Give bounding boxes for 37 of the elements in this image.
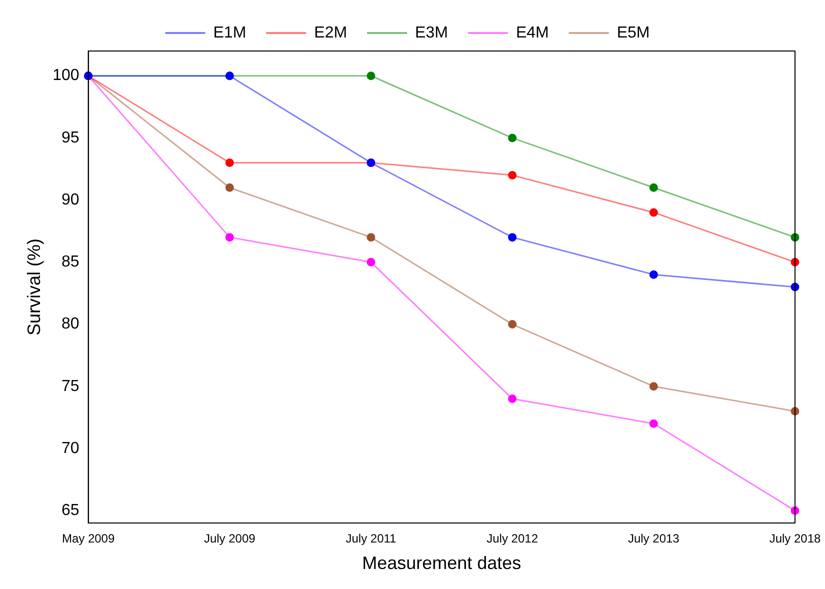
point — [225, 233, 234, 242]
point — [508, 134, 517, 142]
point — [649, 382, 658, 391]
y-tick-label: 70 — [62, 440, 80, 457]
y-tick-label: 80 — [62, 316, 80, 333]
point — [649, 419, 658, 428]
point — [225, 183, 234, 192]
y-tick-label: 65 — [62, 502, 80, 519]
x-tick-label: July 2018 — [769, 532, 822, 546]
y-tick-label: 85 — [62, 254, 80, 271]
legend-label: E2M — [314, 24, 348, 42]
legend-label: E4M — [516, 24, 549, 42]
point — [225, 158, 234, 168]
y-tick-label: 100 — [52, 67, 80, 84]
point — [508, 320, 517, 329]
point — [649, 208, 658, 217]
x-tick-label: July 2009 — [204, 532, 256, 546]
x-tick-label: May 2009 — [62, 532, 115, 546]
x-tick-label: July 2012 — [486, 532, 538, 546]
x-tick-label: July 2011 — [346, 532, 397, 546]
y-tick-label: 95 — [62, 129, 80, 146]
point — [508, 394, 517, 404]
x-tick-label: July 2013 — [628, 532, 680, 546]
x-axis-title: Measurement dates — [362, 553, 522, 574]
point — [366, 233, 376, 242]
y-axis-title: Survival (%) — [24, 238, 44, 336]
point — [508, 170, 517, 180]
point — [508, 233, 517, 242]
point — [649, 270, 658, 279]
point — [366, 258, 376, 266]
y-tick-label: 75 — [62, 378, 80, 395]
y-tick-label: 90 — [62, 191, 80, 208]
legend-label: E5M — [616, 24, 650, 42]
legend-label: E3M — [415, 24, 448, 42]
point — [649, 183, 658, 192]
point — [366, 72, 376, 80]
legend-label: E1M — [213, 24, 246, 42]
